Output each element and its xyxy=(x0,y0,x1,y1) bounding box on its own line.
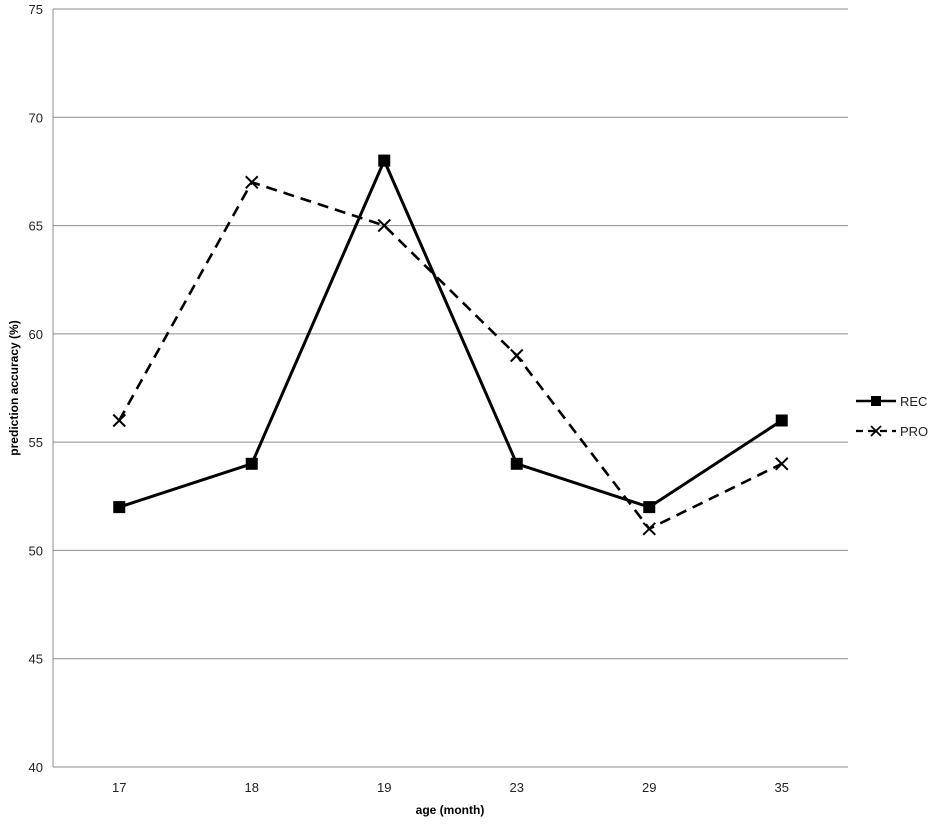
y-tick-label: 45 xyxy=(29,652,43,667)
data-point-rec xyxy=(245,457,258,470)
legend: REC PRO xyxy=(856,394,928,439)
y-tick-label: 40 xyxy=(29,760,43,775)
legend-marker-pro xyxy=(870,425,882,437)
data-point-rec xyxy=(643,501,656,514)
data-point-rec xyxy=(510,457,523,470)
legend-item-rec: REC xyxy=(856,394,927,409)
data-point-pro xyxy=(775,457,789,471)
series xyxy=(112,154,789,536)
y-axis-title: prediction accuracy (%) xyxy=(7,320,21,455)
data-point-rec xyxy=(113,501,126,514)
data-point-rec xyxy=(775,414,788,427)
axes xyxy=(52,9,848,768)
legend-label-rec: REC xyxy=(900,394,927,409)
series-line-pro xyxy=(118,180,783,531)
x-tick-label: 19 xyxy=(377,780,391,795)
x-tick-label: 29 xyxy=(642,780,656,795)
y-tick-label: 65 xyxy=(29,219,43,234)
series-rec xyxy=(113,154,788,514)
x-tick-label: 35 xyxy=(775,780,789,795)
y-tick-label: 50 xyxy=(29,543,43,558)
x-tick-label: 18 xyxy=(245,780,259,795)
series-line-rec xyxy=(118,156,783,509)
x-tick-label: 17 xyxy=(112,780,126,795)
y-tick-label: 55 xyxy=(29,435,43,450)
y-tick-labels: 40 45 50 55 60 65 70 75 xyxy=(29,2,43,775)
data-point-pro xyxy=(377,218,391,233)
legend-item-pro: PRO xyxy=(856,424,928,439)
y-tick-label: 60 xyxy=(29,327,43,342)
y-tick-label: 70 xyxy=(29,110,43,125)
y-tick-label: 75 xyxy=(29,2,43,17)
data-point-rec xyxy=(378,154,391,167)
legend-label-pro: PRO xyxy=(900,424,928,439)
x-axis-title: age (month) xyxy=(416,803,485,817)
series-pro xyxy=(112,175,789,536)
data-point-pro xyxy=(112,413,126,428)
data-point-pro xyxy=(510,348,524,363)
legend-marker-rec xyxy=(871,396,881,406)
x-tick-labels: 17 18 19 23 29 35 xyxy=(112,780,789,795)
data-point-pro xyxy=(642,522,656,536)
x-tick-label: 23 xyxy=(510,780,524,795)
data-point-pro xyxy=(245,175,259,189)
gridlines xyxy=(53,8,848,660)
